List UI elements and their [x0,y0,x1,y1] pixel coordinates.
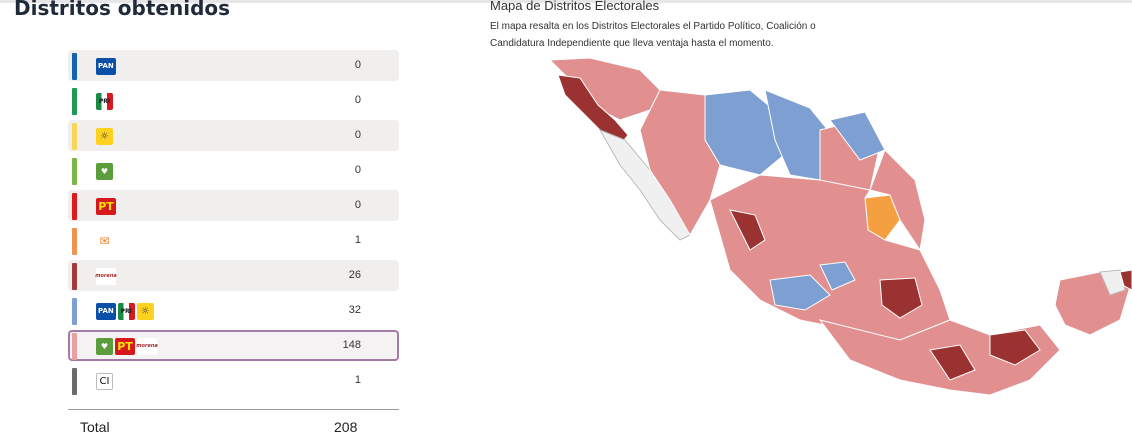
map-region-yucatan-morena[interactable] [1119,269,1132,291]
map-region-baja-sur[interactable] [598,129,691,241]
party-row[interactable]: PAN 0 [68,50,399,81]
total-value: 208 [334,419,358,435]
total-divider [68,409,399,410]
party-color-bar [72,88,77,115]
party-logos: PT [96,197,116,215]
party-color-bar [72,123,77,150]
map-title: Mapa de Distritos Electorales [490,0,660,13]
district-count: 0 [354,94,361,106]
section-title: Distritos obtenidos [14,0,231,20]
party-logos: PAN PRI ☼ [96,302,154,320]
map-region-north-pink[interactable] [639,89,721,237]
party-color-bar [72,263,77,290]
pan-logo-icon: PAN [96,57,116,75]
map-region-central-morena[interactable] [879,277,923,319]
party-color-bar [72,193,77,220]
party-color-bar [72,228,77,255]
party-color-bar [72,158,77,185]
pan-logo-icon: PAN [96,302,116,320]
map-region-jalisco-blue[interactable] [769,274,831,311]
pvem-logo-icon: ♥ [96,337,113,355]
prd-logo-icon: ☼ [136,302,154,320]
map-region-yucatan-white[interactable] [1099,269,1126,296]
party-color-bar [72,333,77,360]
party-row[interactable]: ✉ 1 [68,225,399,256]
party-logos: PAN [96,57,116,75]
party-row[interactable]: morena 26 [68,260,399,291]
movimiento-ciudadano-logo-icon: ✉ [96,232,113,250]
party-row[interactable]: ♥ 0 [68,155,399,186]
pri-logo-icon: PRI [96,92,113,110]
party-row[interactable]: ♥ PT morena 148 [68,330,399,361]
pvem-logo-icon: ♥ [96,162,113,180]
party-color-bar [72,298,77,325]
map-description: El mapa resalta en los Distritos Elector… [490,21,816,49]
map-region-tamaulipas-pink[interactable] [869,149,926,252]
independiente-logo-icon: CI [96,372,113,390]
district-count: 0 [354,199,361,211]
top-divider [0,0,1132,3]
pri-logo-icon: PRI [117,302,135,320]
party-logos: morena [95,267,117,285]
district-count: 26 [348,269,361,281]
party-results-list: PAN 0 PRI 0 ☼ 0 ♥ 0 PT 0 ✉ 1 morena 26 PAN PRI ☼ 32 ♥ PT mor… [68,50,399,400]
district-count: 0 [354,164,361,176]
party-row[interactable]: CI 1 [68,365,399,396]
map-region-guanajuato-blue[interactable] [819,261,856,291]
map-region-guerrero-morena[interactable] [929,344,976,381]
party-color-bar [72,53,77,80]
district-map[interactable] [520,50,1132,410]
party-logos: ♥ [96,162,113,180]
district-count: 148 [342,339,361,351]
morena-logo-icon: morena [95,267,117,285]
party-logos: ✉ [96,232,113,250]
pt-logo-icon: PT [115,337,135,355]
party-color-bar [72,368,77,395]
district-count: 0 [354,59,361,71]
party-logos: PRI [96,92,113,110]
pt-logo-icon: PT [96,197,116,215]
district-count: 1 [354,234,361,246]
map-region-chiapas-morena[interactable] [989,329,1041,366]
party-row[interactable]: ☼ 0 [68,120,399,151]
map-region-sinaloa-morena[interactable] [729,209,766,251]
district-count: 0 [354,129,361,141]
district-count: 32 [348,304,361,316]
total-label: Total [80,419,110,435]
party-logos: ☼ [96,127,113,145]
party-row[interactable]: PRI 0 [68,85,399,116]
party-logos: ♥ PT morena [96,337,158,355]
morena-logo-icon: morena [136,337,158,355]
party-row[interactable]: PAN PRI ☼ 32 [68,295,399,326]
party-row[interactable]: PT 0 [68,190,399,221]
district-count: 1 [354,374,361,386]
prd-logo-icon: ☼ [96,127,113,145]
party-logos: CI [96,372,113,390]
